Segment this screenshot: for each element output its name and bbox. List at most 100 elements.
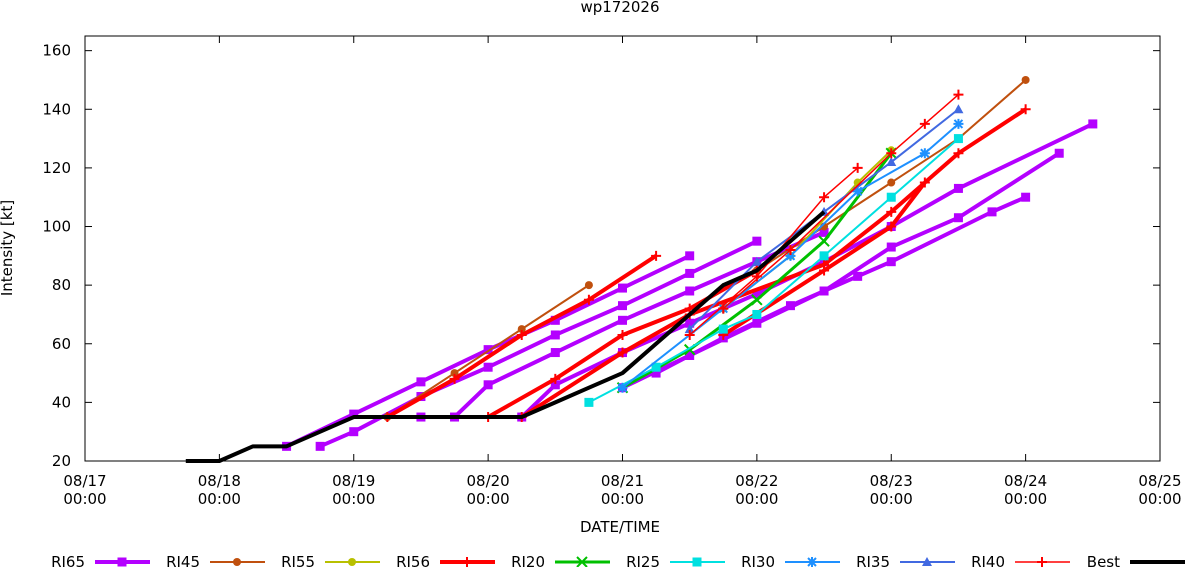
marker xyxy=(516,329,527,340)
marker xyxy=(785,244,796,255)
series xyxy=(185,210,826,463)
marker xyxy=(517,325,526,334)
marker xyxy=(651,362,661,372)
marker xyxy=(651,368,661,378)
marker xyxy=(953,118,964,129)
forecast-line xyxy=(722,181,927,337)
marker xyxy=(807,557,817,567)
x-tick-label: 08/24 00:00 xyxy=(1004,472,1047,508)
marker xyxy=(953,148,964,159)
marker xyxy=(853,271,863,281)
series xyxy=(282,119,1098,451)
y-tick-label: 40 xyxy=(52,393,71,411)
marker xyxy=(953,134,963,144)
marker xyxy=(987,207,997,217)
marker xyxy=(886,242,896,252)
forecast-line xyxy=(689,167,859,336)
y-tick-label: 100 xyxy=(42,218,71,236)
marker xyxy=(617,347,628,358)
y-tick-label: 140 xyxy=(42,100,71,118)
marker xyxy=(852,186,863,197)
marker xyxy=(584,281,593,290)
x-tick-label: 08/20 00:00 xyxy=(467,472,510,508)
marker xyxy=(919,148,930,159)
marker xyxy=(685,268,695,278)
marker xyxy=(819,251,829,261)
marker xyxy=(618,301,627,311)
marker xyxy=(819,227,829,237)
marker xyxy=(852,162,863,173)
marker xyxy=(550,373,561,384)
marker xyxy=(483,345,493,355)
marker xyxy=(416,377,426,387)
x-tick-label: 08/23 00:00 xyxy=(870,472,913,508)
forecast-line xyxy=(420,230,825,420)
marker xyxy=(819,265,830,276)
legend-label: RI56 xyxy=(396,553,430,567)
marker xyxy=(617,329,628,340)
marker xyxy=(886,221,897,232)
x-tick-label: 08/21 00:00 xyxy=(601,472,644,508)
legend-label: RI55 xyxy=(281,553,315,567)
marker xyxy=(348,558,356,566)
marker xyxy=(684,329,695,340)
marker xyxy=(349,427,359,437)
forecast-line xyxy=(319,239,758,449)
marker xyxy=(818,235,830,247)
forecast-line xyxy=(520,107,1027,419)
marker xyxy=(576,556,588,568)
marker xyxy=(617,382,628,393)
marker xyxy=(315,441,325,451)
marker xyxy=(450,369,459,378)
x-tick-label: 08/25 00:00 xyxy=(1138,472,1181,508)
y-axis-label: Intensity [kt] xyxy=(0,200,16,296)
marker xyxy=(953,89,964,100)
marker xyxy=(684,324,695,334)
marker xyxy=(618,315,627,325)
series xyxy=(584,134,963,407)
series xyxy=(617,118,964,393)
marker xyxy=(953,183,963,193)
marker xyxy=(651,250,662,261)
forecast-line xyxy=(386,284,590,418)
legend-label: RI40 xyxy=(971,553,1005,567)
marker xyxy=(1021,75,1030,84)
x-tick-label: 08/17 00:00 xyxy=(63,472,106,508)
marker xyxy=(922,557,932,566)
marker xyxy=(953,213,963,223)
y-tick-label: 60 xyxy=(52,335,71,353)
marker xyxy=(752,309,762,319)
legend-label: RI45 xyxy=(166,553,200,567)
marker xyxy=(1054,148,1064,158)
legend-label: Best xyxy=(1087,553,1120,567)
marker xyxy=(953,104,964,114)
marker xyxy=(449,373,460,384)
marker xyxy=(886,206,897,217)
marker xyxy=(233,558,241,566)
marker xyxy=(550,315,560,325)
marker xyxy=(886,148,897,159)
forecast-line xyxy=(588,137,960,404)
marker xyxy=(751,256,762,266)
series xyxy=(684,104,964,334)
marker xyxy=(462,557,472,567)
marker xyxy=(752,289,762,299)
forecast-line xyxy=(185,210,826,463)
y-tick-label: 120 xyxy=(42,159,71,177)
marker xyxy=(583,294,594,305)
x-tick-label: 08/18 00:00 xyxy=(198,472,241,508)
marker xyxy=(349,409,359,419)
marker xyxy=(618,283,627,293)
marker xyxy=(886,192,896,202)
marker xyxy=(584,397,594,407)
marker xyxy=(1037,557,1047,567)
marker xyxy=(718,303,729,314)
marker xyxy=(483,362,493,372)
y-tick-label: 80 xyxy=(52,276,71,294)
marker xyxy=(886,257,896,267)
marker xyxy=(692,557,702,567)
marker xyxy=(550,380,560,390)
legend-label: RI20 xyxy=(511,553,545,567)
legend-label: RI25 xyxy=(626,553,660,567)
